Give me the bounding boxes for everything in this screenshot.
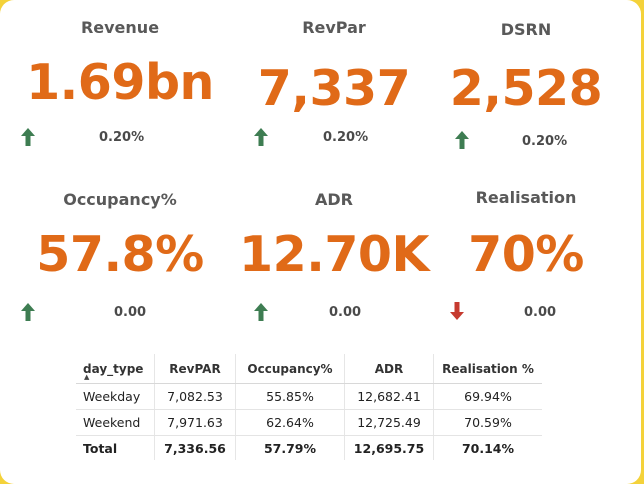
- kpi-title: Occupancy%: [63, 190, 177, 209]
- table-cell: 55.85%: [235, 383, 345, 410]
- kpi-card-adr[interactable]: ADR 12.70K 0.00: [229, 180, 439, 340]
- kpi-title: DSRN: [500, 20, 552, 39]
- column-header-label: day_type: [83, 361, 144, 376]
- table-cell: Weekend: [76, 409, 155, 436]
- arrow-up-icon: [455, 131, 469, 149]
- table-cell: 7,082.53: [154, 383, 236, 410]
- kpi-delta: 0.00: [114, 305, 147, 320]
- kpi-value: 1.69bn: [26, 54, 214, 111]
- kpi-delta: 0.00: [329, 305, 362, 320]
- column-header-day-type[interactable]: day_type ▲: [76, 354, 155, 384]
- table-cell: Total: [76, 435, 155, 460]
- arrow-up-icon: [21, 128, 35, 146]
- table-cell: Weekday: [76, 383, 155, 410]
- kpi-value: 7,337: [257, 60, 411, 117]
- kpi-value: 57.8%: [36, 226, 204, 283]
- arrow-up-icon: [254, 128, 268, 146]
- summary-table: day_type ▲ RevPAR Occupancy% ADR Realisa…: [76, 354, 542, 460]
- kpi-delta: 0.20%: [99, 130, 145, 145]
- table-total-row: Total 7,336.56 57.79% 12,695.75 70.14%: [76, 435, 542, 460]
- column-header-adr[interactable]: ADR: [344, 354, 434, 384]
- table-cell: 12,725.49: [344, 409, 434, 436]
- kpi-delta: 0.00: [524, 305, 557, 320]
- column-header-realisation[interactable]: Realisation %: [433, 354, 542, 384]
- kpi-card-dsrn[interactable]: DSRN 2,528 0.20%: [421, 10, 631, 170]
- kpi-value: 2,528: [449, 60, 603, 117]
- table-cell: 70.59%: [433, 409, 542, 436]
- sort-ascending-icon: ▲: [84, 373, 90, 381]
- kpi-card-revpar[interactable]: RevPar 7,337 0.20%: [229, 10, 439, 170]
- kpi-card-revenue[interactable]: Revenue 1.69bn 0.20%: [15, 10, 225, 170]
- column-header-occupancy[interactable]: Occupancy%: [235, 354, 345, 384]
- table-cell: 69.94%: [433, 383, 542, 410]
- kpi-delta: 0.20%: [323, 130, 369, 145]
- kpi-title: RevPar: [302, 18, 366, 37]
- kpi-value: 12.70K: [239, 226, 429, 283]
- table-cell: 70.14%: [433, 435, 542, 460]
- arrow-up-icon: [21, 303, 35, 321]
- kpi-title: Realisation: [475, 188, 577, 207]
- arrow-down-icon: [450, 302, 464, 320]
- kpi-card-occupancy[interactable]: Occupancy% 57.8% 0.00: [15, 180, 225, 340]
- kpi-delta: 0.20%: [522, 134, 568, 149]
- table-cell: 62.64%: [235, 409, 345, 436]
- table-cell: 57.79%: [235, 435, 345, 460]
- kpi-title: ADR: [315, 190, 353, 209]
- table-cell: 7,971.63: [154, 409, 236, 436]
- table-header-row: day_type ▲ RevPAR Occupancy% ADR Realisa…: [76, 354, 542, 384]
- table-cell: 7,336.56: [154, 435, 236, 460]
- kpi-card-realisation[interactable]: Realisation 70% 0.00: [421, 180, 631, 340]
- table-cell: 12,682.41: [344, 383, 434, 410]
- kpi-value: 70%: [468, 226, 584, 283]
- arrow-up-icon: [254, 303, 268, 321]
- table-cell: 12,695.75: [344, 435, 434, 460]
- table-row[interactable]: Weekend 7,971.63 62.64% 12,725.49 70.59%: [76, 409, 542, 436]
- table-row[interactable]: Weekday 7,082.53 55.85% 12,682.41 69.94%: [76, 383, 542, 410]
- kpi-title: Revenue: [80, 18, 160, 37]
- column-header-revpar[interactable]: RevPAR: [154, 354, 236, 384]
